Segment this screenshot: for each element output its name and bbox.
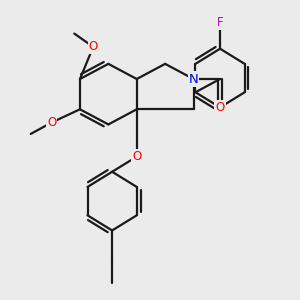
Text: N: N: [189, 73, 198, 85]
Text: O: O: [132, 150, 141, 163]
Text: F: F: [217, 16, 224, 29]
Text: O: O: [88, 40, 98, 53]
Text: O: O: [47, 116, 56, 129]
Text: O: O: [215, 101, 225, 114]
